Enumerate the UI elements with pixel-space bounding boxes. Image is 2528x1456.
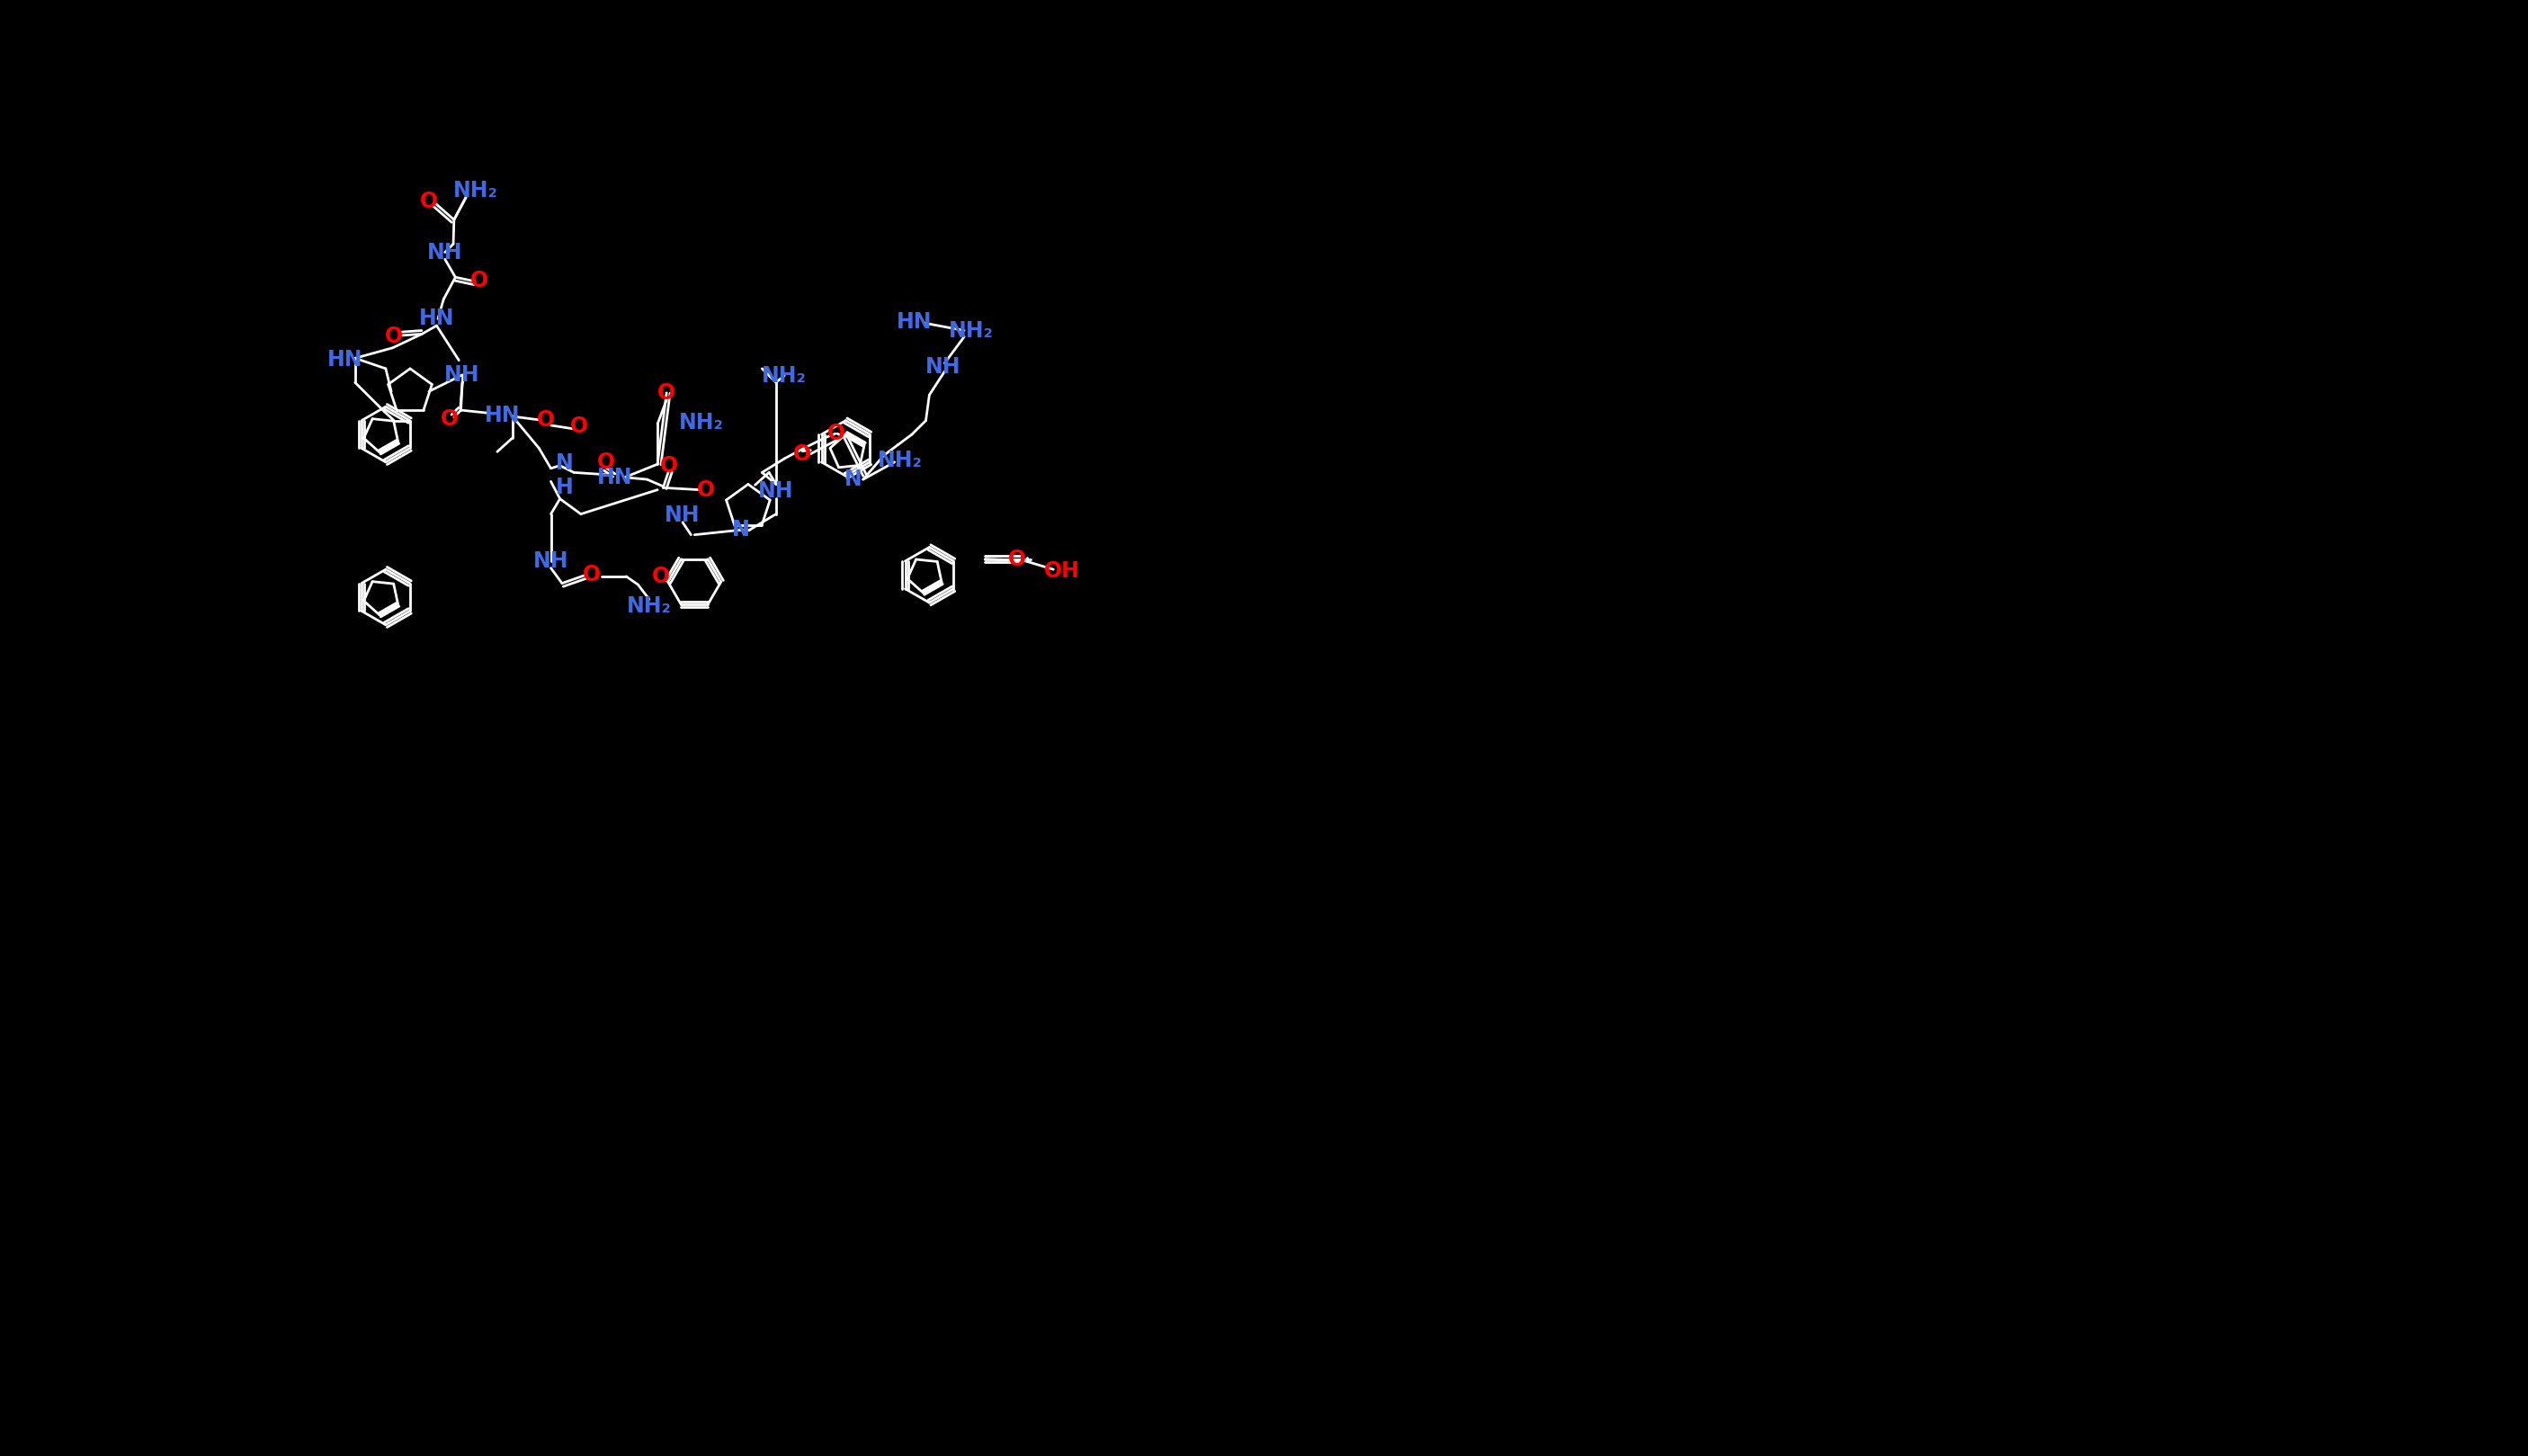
- Text: O: O: [581, 563, 599, 585]
- Text: O: O: [420, 191, 437, 211]
- Text: NH: NH: [925, 357, 961, 379]
- Text: O: O: [384, 325, 402, 347]
- Text: O: O: [794, 444, 811, 466]
- Text: O: O: [597, 451, 614, 473]
- Text: HN: HN: [897, 312, 933, 333]
- Text: O: O: [660, 454, 678, 476]
- Text: NH₂: NH₂: [680, 412, 723, 434]
- Text: HN: HN: [329, 349, 364, 370]
- Text: NH: NH: [665, 505, 700, 526]
- Text: O: O: [827, 422, 847, 444]
- Text: NH₂: NH₂: [948, 320, 994, 342]
- Text: O: O: [698, 479, 715, 501]
- Text: NH: NH: [533, 550, 569, 572]
- Text: NH: NH: [758, 480, 794, 502]
- Text: O: O: [470, 269, 488, 291]
- Text: NH₂: NH₂: [761, 365, 806, 386]
- Text: NH₂: NH₂: [453, 181, 498, 201]
- Text: O: O: [652, 565, 670, 587]
- Text: OH: OH: [1044, 561, 1079, 581]
- Text: NH₂: NH₂: [627, 596, 672, 617]
- Text: O: O: [657, 381, 675, 403]
- Text: N: N: [844, 469, 862, 491]
- Text: NH₂: NH₂: [877, 450, 923, 470]
- Text: NH: NH: [445, 364, 480, 386]
- Text: O: O: [1009, 549, 1026, 569]
- Text: HN: HN: [420, 309, 455, 329]
- Text: O: O: [571, 415, 589, 437]
- Text: O: O: [536, 409, 556, 431]
- Text: O: O: [440, 408, 460, 430]
- Text: HN: HN: [597, 466, 632, 488]
- Text: HN: HN: [485, 405, 521, 427]
- Text: NH: NH: [427, 242, 463, 264]
- Text: N: N: [731, 520, 748, 540]
- Text: N: N: [731, 520, 748, 540]
- Text: N
H: N H: [556, 451, 574, 498]
